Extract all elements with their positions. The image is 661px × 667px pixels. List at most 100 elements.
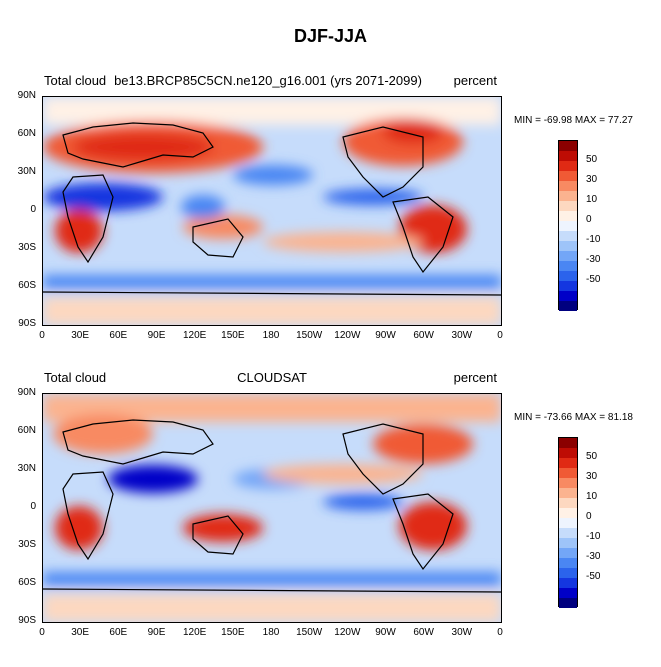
colorbar-label: 10 (586, 194, 598, 205)
lon-tick-label: 180 (262, 627, 280, 638)
lon-tick-label: 60W (413, 627, 434, 638)
lat-tick-label: 0 (30, 501, 36, 512)
lat-tick-label: 90S (18, 615, 36, 626)
lon-tick-label: 0 (497, 627, 503, 638)
lat-tick-label: 30S (18, 539, 36, 550)
lon-tick-label: 120W (334, 627, 361, 638)
lon-tick-label: 60W (413, 330, 434, 341)
colorbar-label: 50 (586, 154, 598, 165)
colorbar-label: 10 (586, 491, 598, 502)
colorbar-swatch (559, 508, 577, 518)
colorbar-swatch (559, 281, 577, 291)
colorbar-swatch (559, 578, 577, 588)
lat-tick-label: 60S (18, 577, 36, 588)
left-label: Total cloud (44, 370, 107, 385)
lat-tick-label: 60N (17, 128, 36, 139)
map-panel-top: Total cloud be13.BRCP85C5CN.ne120_g16.00… (0, 70, 661, 370)
colorbar-swatch (559, 301, 577, 311)
colorbar-swatch (559, 211, 577, 221)
coastline-outline (43, 419, 501, 593)
colorbar-label: -50 (586, 571, 601, 582)
lon-tick-label: 30E (71, 627, 90, 638)
colorbar-label: -30 (586, 551, 601, 562)
colorbar-label: 0 (586, 214, 592, 225)
lon-tick-label: 0 (39, 627, 45, 638)
colorbar-label: 30 (586, 174, 598, 185)
lat-tick-label: 90N (17, 90, 36, 101)
contour-map (42, 96, 502, 326)
colorbar-swatch (559, 488, 577, 498)
left-label: Total cloud (44, 73, 107, 88)
colorbar-label: 30 (586, 471, 598, 482)
colorbar-swatch (559, 528, 577, 538)
map-panel-bottom: Total cloud CLOUDSAT percent (0, 367, 661, 667)
lat-tick-label: 30S (18, 242, 36, 253)
lat-tick-label: 0 (30, 204, 36, 215)
units-label: percent (453, 73, 497, 88)
colorbar-label: -30 (586, 254, 601, 265)
lon-tick-label: 30E (71, 330, 90, 341)
lon-tick-label: 30W (451, 627, 473, 638)
min-max-readout: MIN = -73.66 MAX = 81.18 (514, 412, 633, 423)
colorbar-swatch (559, 468, 577, 478)
colorbar-swatch (559, 141, 577, 151)
lon-tick-label: 150W (296, 627, 323, 638)
colorbar-swatch (559, 231, 577, 241)
lon-tick-label: 150E (221, 330, 245, 341)
colorbar-swatch (559, 568, 577, 578)
lon-tick-label: 120E (182, 330, 207, 341)
colorbar-label: 0 (586, 511, 592, 522)
colorbar-label: -50 (586, 274, 601, 285)
lon-tick-label: 180 (262, 330, 280, 341)
lon-tick-label: 90E (147, 627, 166, 638)
lat-tick-label: 90N (17, 387, 36, 398)
lat-tick-label: 60N (17, 425, 36, 436)
colorbar-swatch (559, 201, 577, 211)
case-label: be13.BRCP85C5CN.ne120_g16.001 (yrs 2071-… (114, 73, 422, 88)
lon-tick-label: 30W (451, 330, 473, 341)
lon-tick-label: 60E (109, 627, 128, 638)
lon-tick-label: 150W (296, 330, 323, 341)
lat-tick-label: 30N (17, 166, 36, 177)
colorbar-swatch (559, 171, 577, 181)
colorbar-swatch (559, 448, 577, 458)
colorbar-swatch (559, 598, 577, 608)
lon-tick-label: 0 (497, 330, 503, 341)
lon-tick-label: 120E (182, 627, 207, 638)
colorbar-swatch (559, 518, 577, 528)
figure-title: DJF-JJA (293, 26, 368, 46)
lon-tick-label: 60E (109, 330, 128, 341)
colorbar-swatch (559, 538, 577, 548)
colorbar-swatch (559, 478, 577, 488)
coastline-outline (43, 122, 501, 296)
colorbar-swatch (559, 558, 577, 568)
colorbar-swatch (559, 151, 577, 161)
lon-tick-label: 120W (334, 330, 361, 341)
colorbar-swatch (559, 438, 577, 448)
colorbar-swatch (559, 221, 577, 231)
colorbar-swatch (559, 291, 577, 301)
lat-tick-label: 60S (18, 280, 36, 291)
lat-tick-label: 30N (17, 463, 36, 474)
case-label: CLOUDSAT (237, 370, 307, 385)
colorbar-swatch (559, 191, 577, 201)
colorbar-swatch (559, 241, 577, 251)
colorbar-swatch (559, 458, 577, 468)
colorbar-swatch (559, 548, 577, 558)
colorbar-label: -10 (586, 531, 601, 542)
contour-map (42, 393, 502, 623)
min-max-readout: MIN = -69.98 MAX = 77.27 (514, 115, 633, 126)
lon-tick-label: 90E (147, 330, 166, 341)
colorbar (558, 437, 578, 608)
colorbar-label: -10 (586, 234, 601, 245)
lon-tick-label: 150E (221, 627, 245, 638)
lon-tick-label: 0 (39, 330, 45, 341)
colorbar-swatch (559, 498, 577, 508)
colorbar-swatch (559, 271, 577, 281)
units-label: percent (453, 370, 497, 385)
lon-tick-label: 90W (375, 330, 396, 341)
lat-tick-label: 90S (18, 318, 36, 329)
colorbar-label: 50 (586, 451, 598, 462)
colorbar-swatch (559, 261, 577, 271)
colorbar (558, 140, 578, 311)
